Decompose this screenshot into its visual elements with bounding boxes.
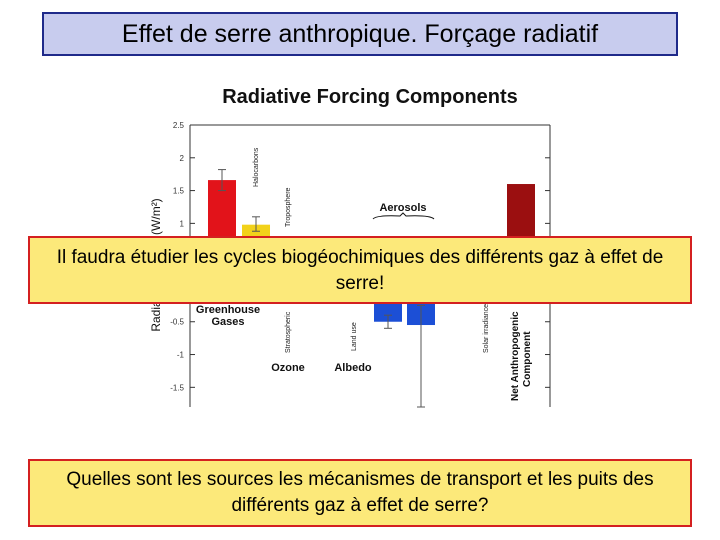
group-label: Ozone xyxy=(271,362,305,374)
y-tick-label: 2 xyxy=(180,154,185,163)
y-tick-label: 2.5 xyxy=(173,121,185,130)
y-tick-label: 1 xyxy=(180,219,185,228)
bar-label: Halocarbons xyxy=(253,147,260,187)
net-anthropogenic-label-line2: Component xyxy=(522,331,533,387)
y-tick-label: -1.5 xyxy=(170,383,184,392)
chart-title: Radiative Forcing Components xyxy=(222,86,518,108)
y-tick-label: -1 xyxy=(177,351,185,360)
group-label-line2: Gases xyxy=(211,316,244,328)
callout-biogeochemical-cycles: Il faudra étudier les cycles biogéochimi… xyxy=(28,236,692,304)
aerosols-bracket xyxy=(372,212,435,220)
bar-label: Troposphere xyxy=(285,187,292,227)
y-tick-label: 1.5 xyxy=(173,187,185,196)
bar-label: Solar irradiance xyxy=(483,304,490,353)
group-label: Aerosols xyxy=(379,202,426,214)
slide-title: Effet de serre anthropique. Forçage radi… xyxy=(42,12,678,56)
callout-sources-question: Quelles sont les sources les mécanismes … xyxy=(28,459,692,527)
group-label: Albedo xyxy=(334,362,372,374)
bar-label: Stratospheric xyxy=(285,311,292,353)
net-anthropogenic-label: Net Anthropogenic xyxy=(510,311,521,401)
y-tick-label: -0.5 xyxy=(170,318,184,327)
bar-label: Land use xyxy=(351,322,358,351)
group-label: Greenhouse xyxy=(196,304,260,316)
